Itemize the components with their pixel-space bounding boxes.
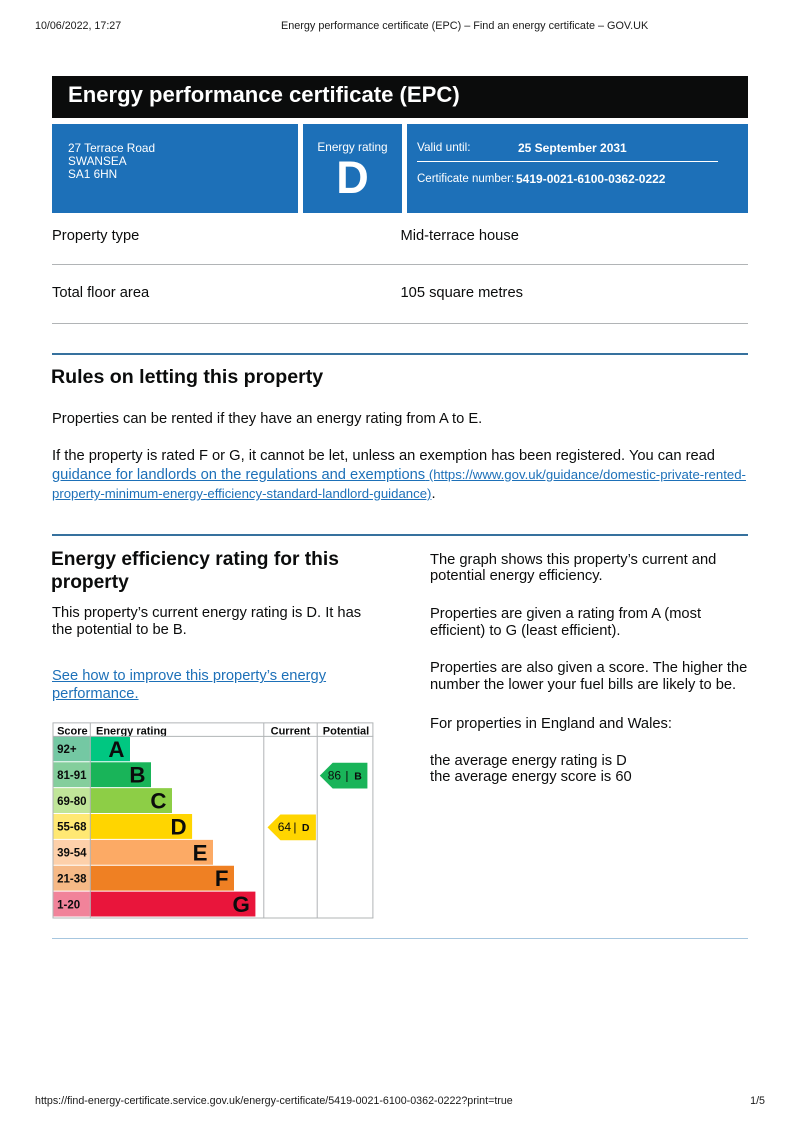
svg-text:39-54: 39-54 bbox=[57, 848, 87, 860]
svg-text:A: A bbox=[108, 737, 124, 762]
svg-text:|: | bbox=[345, 768, 348, 782]
svg-text:B: B bbox=[129, 763, 145, 788]
svg-text:81-91: 81-91 bbox=[57, 770, 87, 782]
svg-text:21-38: 21-38 bbox=[57, 873, 87, 885]
svg-text:64: 64 bbox=[278, 820, 292, 834]
svg-text:G: G bbox=[233, 892, 250, 917]
svg-text:69-80: 69-80 bbox=[57, 796, 86, 808]
svg-text:55-68: 55-68 bbox=[57, 822, 87, 834]
svg-text:D: D bbox=[170, 814, 186, 839]
svg-text:Current: Current bbox=[271, 725, 311, 737]
svg-text:1-20: 1-20 bbox=[57, 899, 80, 911]
svg-text:B: B bbox=[354, 770, 362, 782]
svg-text:Energy rating: Energy rating bbox=[96, 725, 167, 737]
svg-text:|: | bbox=[293, 820, 296, 834]
svg-text:E: E bbox=[193, 840, 208, 865]
svg-text:C: C bbox=[150, 789, 166, 814]
svg-text:D: D bbox=[302, 822, 310, 834]
svg-text:86: 86 bbox=[328, 768, 342, 782]
svg-text:92+: 92+ bbox=[57, 744, 77, 756]
svg-text:F: F bbox=[215, 866, 229, 891]
svg-text:Score: Score bbox=[57, 725, 88, 737]
svg-text:Potential: Potential bbox=[323, 725, 369, 737]
